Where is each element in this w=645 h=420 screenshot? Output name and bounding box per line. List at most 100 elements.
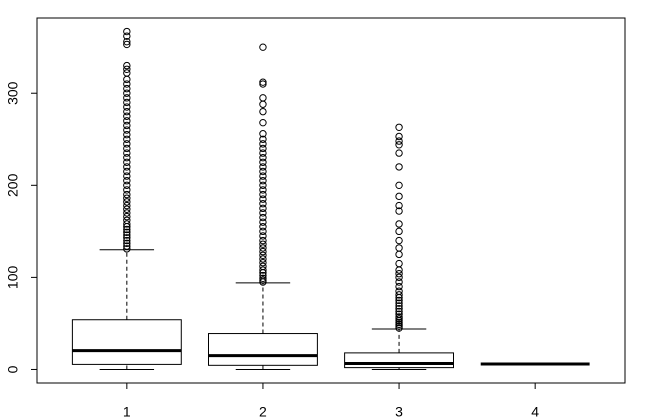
box xyxy=(344,352,454,369)
outlier xyxy=(123,172,131,180)
outlier xyxy=(123,65,131,73)
outlier xyxy=(123,140,131,148)
outlier xyxy=(259,200,267,208)
x-tick-label: 3 xyxy=(395,404,403,420)
outlier xyxy=(123,158,131,166)
outlier xyxy=(259,240,267,248)
outlier xyxy=(259,227,267,236)
outlier xyxy=(123,149,131,157)
outlier xyxy=(395,304,403,313)
x-tick-label: 1 xyxy=(123,404,131,420)
outlier xyxy=(123,32,131,40)
outlier xyxy=(123,242,131,250)
outlier xyxy=(259,135,267,143)
outlier xyxy=(123,126,131,134)
outlier xyxy=(123,220,131,228)
outlier xyxy=(259,158,267,166)
outlier xyxy=(123,209,131,217)
outlier xyxy=(123,37,131,46)
outlier xyxy=(123,236,131,245)
outlier xyxy=(259,204,267,213)
outlier xyxy=(259,107,267,116)
box xyxy=(71,319,182,365)
outlier xyxy=(123,245,131,253)
outlier xyxy=(395,270,403,278)
outlier xyxy=(123,135,131,143)
outlier xyxy=(123,205,131,213)
x-tick-label: 2 xyxy=(259,404,267,420)
outlier xyxy=(259,247,267,256)
outlier xyxy=(395,141,403,149)
outlier xyxy=(395,310,403,318)
outlier xyxy=(123,84,131,93)
outlier xyxy=(395,287,403,295)
y-tick-label: 300 xyxy=(5,81,21,105)
outlier xyxy=(259,213,267,222)
outlier xyxy=(259,140,267,148)
outlier xyxy=(395,296,403,305)
outlier xyxy=(395,207,403,215)
outlier xyxy=(259,266,267,274)
outlier xyxy=(123,69,131,77)
outlier xyxy=(259,218,267,226)
outlier xyxy=(259,43,267,51)
outlier xyxy=(259,94,267,102)
y-tick-label: 0 xyxy=(5,365,21,373)
outlier xyxy=(259,167,267,176)
outlier xyxy=(259,181,267,190)
y-tick-label: 200 xyxy=(5,173,21,197)
outlier xyxy=(259,258,267,267)
outlier xyxy=(259,236,267,245)
outlier xyxy=(259,118,267,127)
outlier xyxy=(395,273,403,282)
outlier xyxy=(395,132,403,141)
outlier xyxy=(123,98,131,107)
outlier xyxy=(123,177,131,185)
outlier xyxy=(395,181,403,190)
outlier xyxy=(259,186,267,194)
outlier xyxy=(123,144,131,153)
outlier xyxy=(123,121,131,130)
outlier xyxy=(395,236,403,245)
outlier xyxy=(259,172,267,180)
x-tick-label: 4 xyxy=(531,404,539,420)
y-tick-label: 100 xyxy=(5,265,21,289)
outlier xyxy=(123,94,131,102)
outlier xyxy=(259,195,267,203)
outlier xyxy=(259,209,267,217)
plot-frame xyxy=(36,17,626,384)
outlier xyxy=(123,61,131,70)
outlier xyxy=(259,177,267,185)
outlier xyxy=(395,201,403,210)
outlier xyxy=(395,259,403,268)
outlier xyxy=(259,251,267,259)
outlier xyxy=(123,153,131,162)
outlier xyxy=(123,163,131,171)
outlier xyxy=(259,232,267,240)
outlier xyxy=(123,181,131,190)
outlier xyxy=(395,291,403,299)
outlier xyxy=(395,163,403,171)
outlier xyxy=(123,130,131,139)
outlier xyxy=(395,192,403,201)
outlier xyxy=(395,250,403,259)
outlier xyxy=(123,212,131,221)
outlier xyxy=(123,216,131,224)
outlier xyxy=(395,220,403,228)
outlier xyxy=(123,234,131,242)
outlier xyxy=(259,149,267,157)
outlier xyxy=(259,244,267,252)
outlier xyxy=(395,313,403,321)
outlier xyxy=(395,137,403,145)
outlier xyxy=(259,274,267,283)
outlier xyxy=(123,89,131,97)
outlier xyxy=(395,282,403,291)
outlier xyxy=(123,239,131,248)
outlier xyxy=(259,144,267,153)
outlier xyxy=(259,78,267,86)
outlier xyxy=(259,100,267,108)
outlier xyxy=(123,112,131,120)
outlier xyxy=(395,227,403,236)
outlier xyxy=(123,186,131,194)
